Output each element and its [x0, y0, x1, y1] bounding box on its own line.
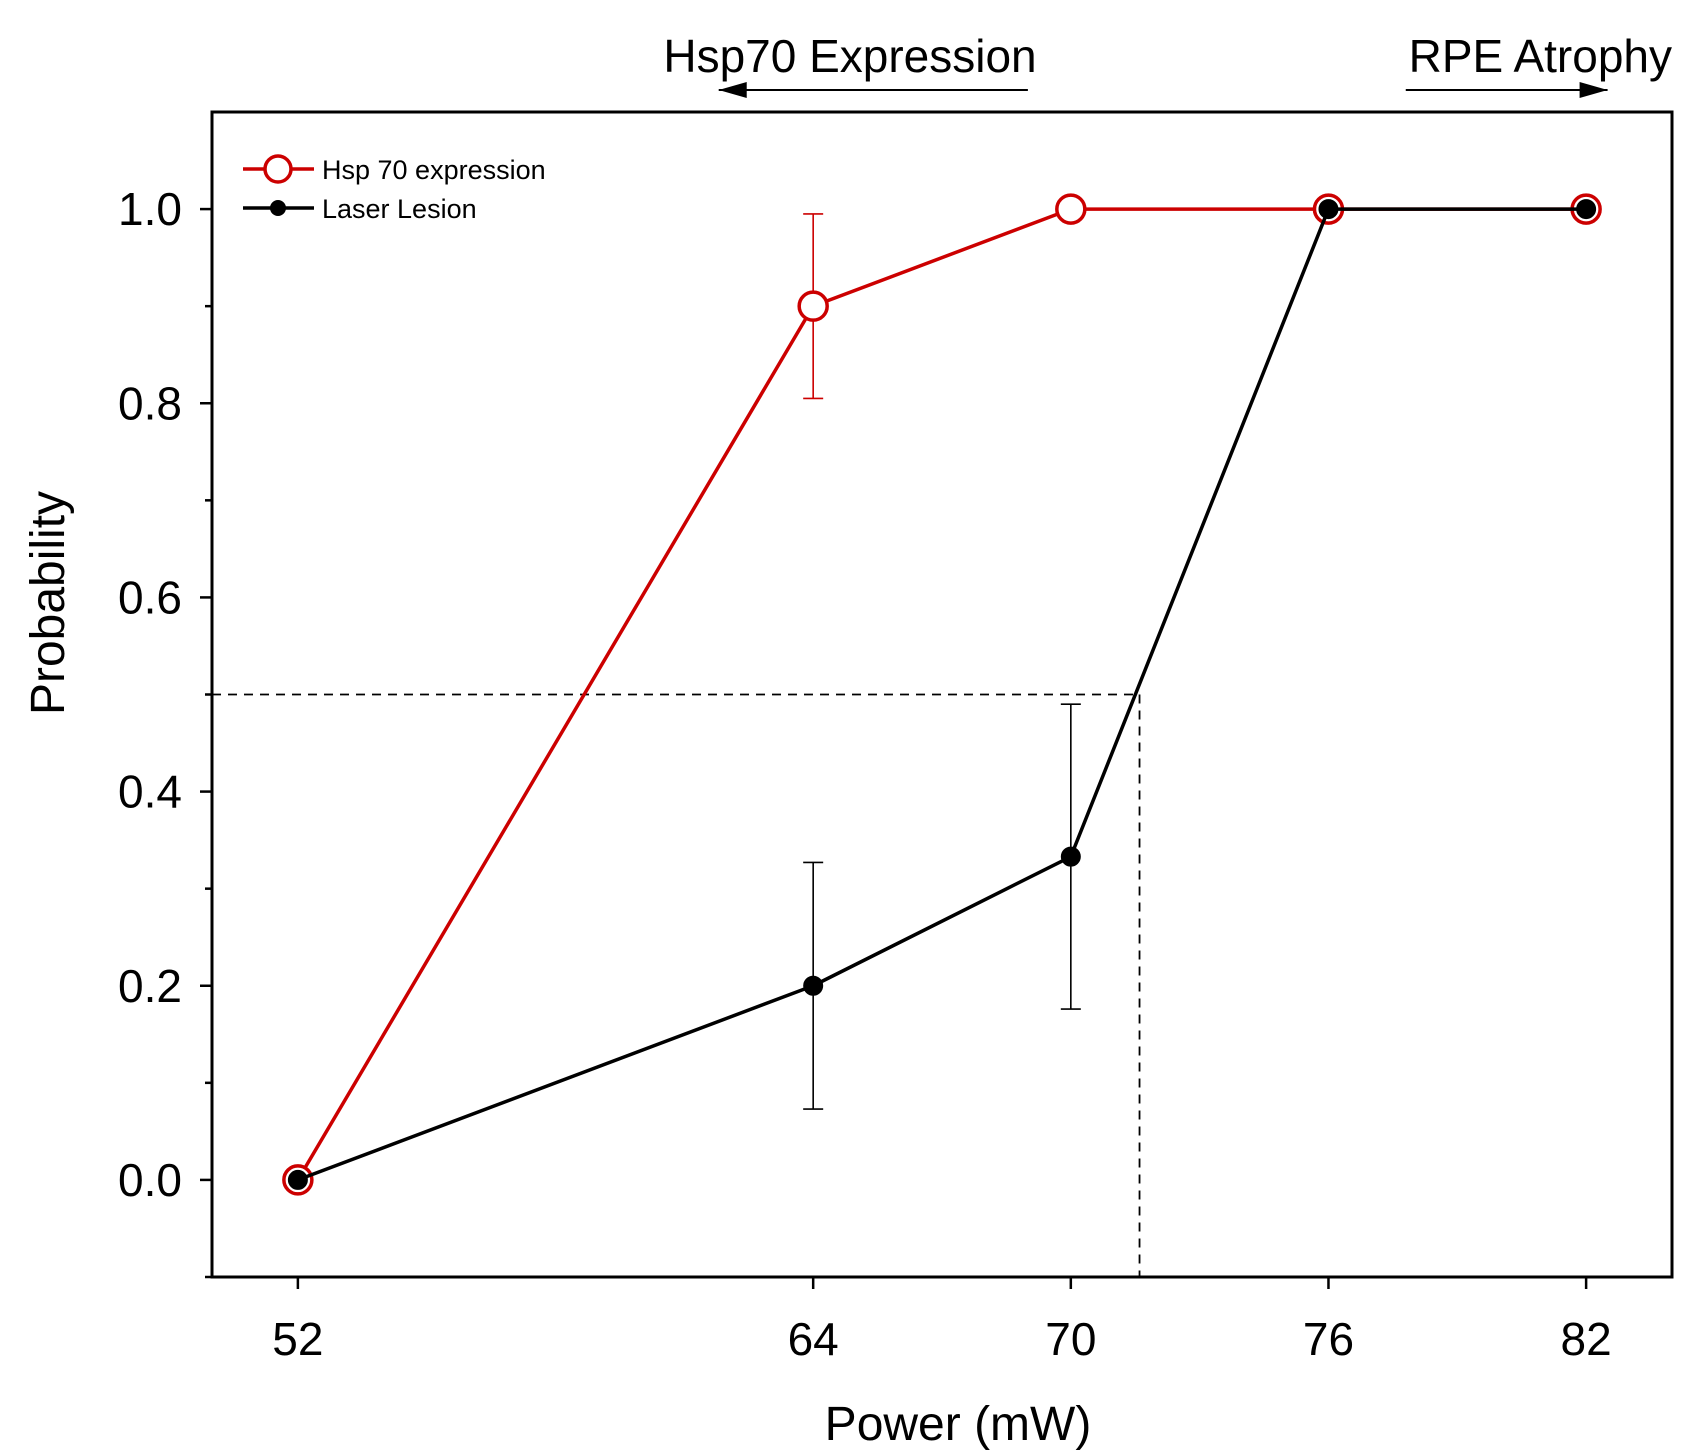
data-point: [797, 290, 829, 322]
top-annotations: Hsp70 Expression RPE Atrophy: [663, 30, 1672, 98]
legend-label: Laser Lesion: [322, 194, 477, 224]
series-layer: [282, 193, 1602, 1196]
annotation-rpe-label: RPE Atrophy: [1409, 30, 1672, 82]
y-tick-label: 0.0: [118, 1154, 182, 1206]
y-tick-label: 1.0: [118, 183, 182, 235]
data-point: [1055, 193, 1087, 225]
x-tick-label: 76: [1303, 1313, 1354, 1365]
y-tick-label: 0.6: [118, 571, 182, 623]
series-laser-lesion: [287, 199, 1597, 1190]
annotation-hsp70-arrow-head: [718, 82, 747, 98]
data-point: [287, 1169, 308, 1190]
plot-area-frame: [210, 110, 1674, 1279]
legend-label: Hsp 70 expression: [322, 155, 546, 185]
y-axis: 0.0 0.2 0.4 0.6 0.8 1.0: [118, 183, 212, 1279]
legend-marker: [270, 200, 286, 216]
y-tick-label: 0.8: [118, 377, 182, 429]
legend-item-laser-lesion: Laser Lesion: [243, 194, 477, 224]
legend-item-hsp-70-expression: Hsp 70 expression: [243, 154, 546, 185]
y-axis-title: Probability: [22, 491, 75, 715]
x-axis: 52 64 70 76 82: [272, 1277, 1612, 1365]
data-point: [1318, 199, 1339, 220]
annotation-rpe-arrow-head: [1579, 82, 1608, 98]
reference-lines: [212, 693, 1141, 1277]
data-point: [1576, 199, 1597, 220]
data-point: [803, 975, 824, 996]
legend-marker: [263, 154, 293, 184]
series-hsp-70-expression: [282, 193, 1602, 1196]
x-tick-label: 82: [1561, 1313, 1612, 1365]
data-point: [1060, 846, 1081, 867]
x-tick-label: 52: [272, 1313, 323, 1365]
legend: Hsp 70 expression Laser Lesion: [243, 154, 546, 224]
y-tick-label: 0.4: [118, 766, 182, 818]
y-tick-label: 0.2: [118, 960, 182, 1012]
x-axis-title: Power (mW): [825, 1398, 1092, 1451]
annotation-hsp70-label: Hsp70 Expression: [663, 30, 1036, 82]
x-tick-label: 64: [788, 1313, 839, 1365]
x-tick-label: 70: [1045, 1313, 1096, 1365]
